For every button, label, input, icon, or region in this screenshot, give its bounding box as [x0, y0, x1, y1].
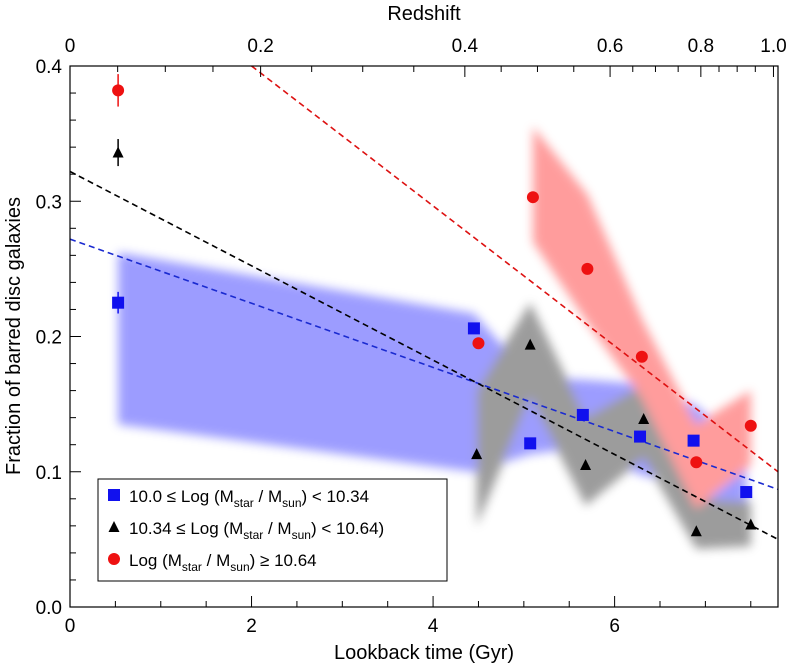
top-tick-label: 0.6: [597, 36, 623, 57]
point-high-0: [112, 84, 125, 97]
fit-line-low: [70, 238, 778, 491]
point-mid-1: [471, 448, 483, 460]
x-axis-title: Lookback time (Gyr): [334, 642, 514, 664]
legend-text-part: ) ≥ 10.64: [250, 551, 317, 570]
top-redshift-axis: 0 0.2 0.4 0.6 0.8 1.0: [65, 36, 787, 77]
top-tick-label: 0.2: [247, 36, 273, 57]
point-high-1: [472, 337, 485, 350]
y-tick-label: 0.1: [36, 463, 62, 484]
point-high-5: [690, 456, 703, 469]
data-markers: [112, 74, 757, 537]
top-axis-title: Redshift: [387, 3, 461, 25]
point-high-6: [744, 419, 757, 432]
legend-text-part: star: [182, 560, 202, 574]
point-mid-6: [745, 518, 757, 530]
point-high-2: [526, 191, 539, 204]
top-tick-label: 0.8: [688, 36, 714, 57]
point-mid-5: [690, 525, 702, 537]
legend-text-part: sun: [282, 496, 301, 510]
legend-box: [97, 478, 448, 582]
top-tick-label: 0: [65, 36, 76, 57]
y-tick-label: 0.0: [36, 598, 62, 619]
y-tick-label: 0.2: [36, 328, 62, 349]
legend-text-part: sun: [292, 528, 311, 542]
legend-label-high: Log (Mstar / Msun) ≥ 10.64: [129, 551, 317, 574]
legend-text-part: sun: [230, 560, 249, 574]
y-tick-label: 0.4: [36, 57, 63, 78]
legend-text-part: star: [243, 528, 263, 542]
x-tick-label: 0: [65, 616, 76, 637]
legend-label-mid: 10.34 ≤ Log (Mstar / Msun) < 10.64): [129, 519, 384, 542]
x-axis: 0 2 4 6: [65, 596, 752, 637]
fit-line-mid: [70, 170, 778, 541]
top-tick-label: 0.4: [452, 36, 479, 57]
point-low-5: [687, 434, 700, 447]
point-low-2: [524, 437, 537, 450]
point-low-4: [634, 430, 647, 443]
band-low: [118, 252, 747, 533]
error-bands: [118, 126, 751, 549]
top-tick-label: 1.0: [760, 36, 786, 57]
point-mid-2: [524, 338, 536, 350]
y-tick-label: 0.3: [36, 192, 62, 213]
point-high-3: [581, 262, 594, 275]
legend-text-part: ) < 10.34: [302, 487, 370, 506]
legend-text-part: / M: [254, 487, 282, 506]
x-tick-label: 4: [428, 616, 439, 637]
band-high: [532, 126, 751, 509]
x-tick-label: 2: [246, 616, 257, 637]
fit-line-high: [251, 66, 778, 473]
point-mid-0: [112, 146, 124, 158]
point-low-6: [740, 486, 753, 499]
legend-marker-mid: [108, 521, 120, 532]
point-low-3: [576, 408, 589, 421]
point-mid-3: [580, 458, 592, 470]
legend-text-part: star: [234, 496, 254, 510]
y-axis-title: Fraction of barred disc galaxies: [3, 197, 25, 475]
x-tick-label: 6: [609, 616, 620, 637]
legend-text-part: / M: [202, 551, 230, 570]
point-high-4: [635, 350, 648, 363]
legend-text-part: / M: [263, 519, 291, 538]
legend-label-low: 10.0 ≤ Log (Mstar / Msun) < 10.34: [129, 487, 369, 510]
fit-lines: [70, 66, 778, 541]
point-low-1: [467, 322, 480, 335]
legend-marker-high: [108, 553, 120, 565]
legend-text-part: 10.0 ≤ Log (M: [129, 487, 234, 506]
legend-text-part: Log (M: [129, 551, 182, 570]
point-low-0: [112, 296, 125, 309]
legend-marker-low: [108, 489, 120, 501]
legend-text-part: ) < 10.64): [311, 519, 384, 538]
legend-text-part: 10.34 ≤ Log (M: [129, 519, 243, 538]
y-axis: 0.0 0.1 0.2 0.3 0.4: [36, 57, 81, 619]
point-mid-4: [638, 413, 650, 425]
band-mid: [476, 302, 751, 549]
